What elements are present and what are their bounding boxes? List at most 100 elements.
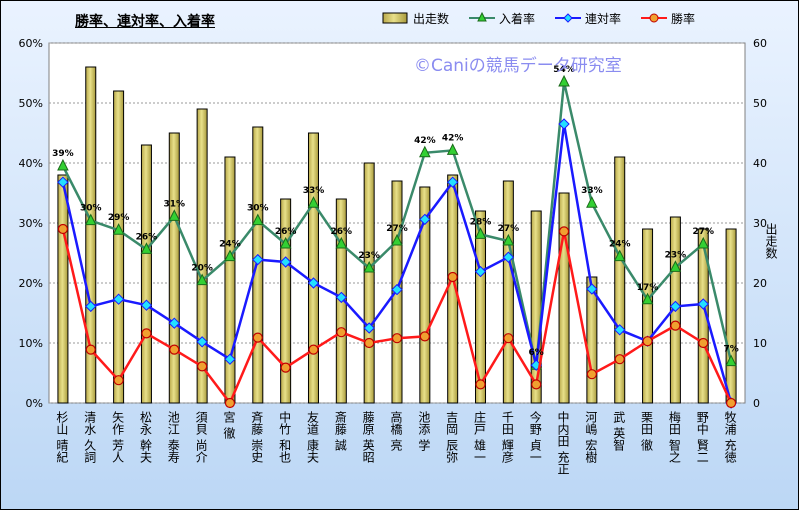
y-left-tick-label: 20% <box>19 277 43 290</box>
x-tick-label: 梅田 智之 <box>667 410 681 463</box>
legend-marker <box>477 11 487 22</box>
data-point <box>168 317 180 329</box>
data-point <box>558 226 570 237</box>
y-left-tick-label: 30% <box>19 217 43 230</box>
legend-label: 入着率 <box>499 11 535 26</box>
y-right-axis-label: 出走数 <box>764 223 778 260</box>
bar <box>697 228 709 404</box>
data-point <box>224 249 236 262</box>
data-label: 7% <box>723 345 738 355</box>
x-tick-label: 杉山 晴紀 <box>55 411 69 463</box>
data-point <box>169 344 180 355</box>
x-tick-label: 庄戸 雄一 <box>473 410 487 463</box>
data-point <box>140 299 153 311</box>
x-tick-label: 武 英智 <box>612 411 626 452</box>
data-point <box>725 397 737 409</box>
x-tick-label: 野中 賢二 <box>695 411 709 463</box>
bar <box>419 186 431 404</box>
data-point <box>252 332 263 343</box>
data-point <box>168 209 181 221</box>
data-point <box>113 375 124 386</box>
data-point <box>558 118 570 130</box>
data-point <box>641 292 654 305</box>
data-point <box>224 353 236 365</box>
legend-marker <box>563 13 573 23</box>
x-tick-label: 池添 学 <box>417 411 431 451</box>
y-right-tick-label: 30 <box>753 217 767 230</box>
data-point <box>335 291 348 304</box>
data-point <box>586 196 598 208</box>
data-point <box>447 271 458 283</box>
x-tick-label: 友道 康夫 <box>305 411 319 464</box>
y-right-tick-label: 40 <box>753 157 767 170</box>
data-point <box>670 320 681 331</box>
bar <box>224 156 236 404</box>
y-right-tick-label: 50 <box>753 97 767 110</box>
data-point <box>614 354 625 365</box>
data-point <box>57 158 69 171</box>
y-left-tick-label: 60% <box>19 37 43 50</box>
data-point <box>391 283 403 296</box>
data-label: 26% <box>275 227 297 237</box>
y-left-tick-label: 10% <box>19 337 43 350</box>
data-point <box>112 293 125 305</box>
x-tick-label: 栗田 徹 <box>640 411 654 451</box>
x-tick-label: 今野 貞一 <box>528 410 542 463</box>
y-left-tick-label: 0% <box>26 397 43 410</box>
bar <box>85 66 97 404</box>
bar <box>168 132 180 404</box>
data-point <box>307 277 320 289</box>
data-point <box>308 344 319 355</box>
bar <box>586 276 598 404</box>
data-label: 26% <box>136 232 158 242</box>
bar <box>530 210 542 404</box>
data-label: 39% <box>52 149 74 159</box>
data-point <box>364 337 375 349</box>
data-point <box>251 213 264 226</box>
data-point <box>586 283 598 295</box>
bar <box>558 192 570 404</box>
bar <box>307 132 319 404</box>
data-point <box>112 223 125 235</box>
data-point <box>475 379 486 390</box>
y-left-tick-label: 50% <box>19 97 43 110</box>
y-right-tick-label: 60 <box>753 37 767 50</box>
bar <box>642 228 654 404</box>
bar <box>614 156 626 404</box>
data-point <box>363 322 375 334</box>
data-label: 20% <box>191 264 213 274</box>
data-point <box>697 298 709 310</box>
bar <box>140 144 152 404</box>
x-tick-label: 中竹 和也 <box>278 410 292 463</box>
data-point <box>558 74 570 87</box>
data-point <box>335 236 348 249</box>
y-right-tick-label: 0 <box>753 397 760 410</box>
y-left-tick-label: 40% <box>19 157 43 170</box>
data-point <box>57 223 69 235</box>
y-right-tick-label: 20 <box>753 277 767 290</box>
data-point <box>140 242 153 254</box>
x-tick-label: 河嶋 宏樹 <box>584 411 598 463</box>
data-point <box>391 233 403 246</box>
data-point <box>196 336 208 348</box>
data-label: 29% <box>108 213 130 223</box>
bar <box>113 90 125 404</box>
data-label: 23% <box>665 250 687 260</box>
data-point <box>279 236 292 249</box>
data-label: 27% <box>386 224 408 234</box>
data-point <box>531 379 542 390</box>
data-point <box>446 176 459 188</box>
data-point <box>502 251 515 263</box>
data-point <box>503 333 514 344</box>
data-point <box>698 337 709 349</box>
bar <box>502 180 514 404</box>
data-point <box>224 397 236 409</box>
data-point <box>446 143 459 155</box>
x-tick-label: 斉藤 崇史 <box>250 410 264 463</box>
x-tick-label: 斎藤 誠 <box>333 410 347 452</box>
data-label: 26% <box>331 227 353 237</box>
data-point <box>197 361 208 372</box>
data-point <box>57 176 69 188</box>
